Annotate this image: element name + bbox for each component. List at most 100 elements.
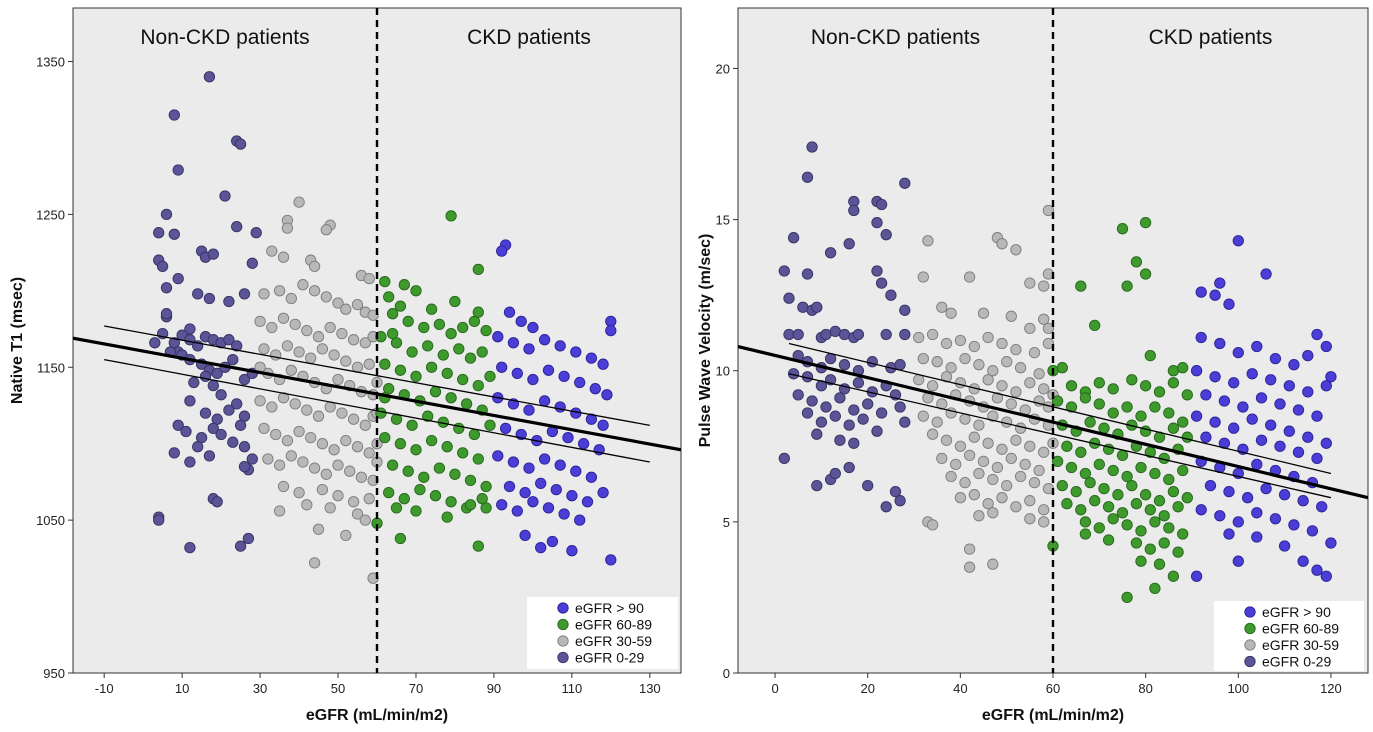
data-point — [441, 441, 453, 453]
data-point — [542, 364, 555, 376]
data-point — [917, 271, 929, 283]
data-point — [597, 419, 609, 431]
data-point — [1098, 482, 1110, 495]
data-point — [1195, 331, 1207, 344]
data-point — [1056, 362, 1068, 374]
legend-marker — [557, 618, 569, 631]
data-point — [1139, 268, 1152, 280]
data-point — [538, 395, 551, 407]
data-point — [1209, 289, 1221, 301]
data-point — [180, 425, 192, 438]
data-point — [305, 352, 317, 364]
data-point — [484, 419, 496, 431]
data-point — [316, 343, 329, 355]
data-point — [1167, 365, 1180, 377]
data-point — [917, 410, 929, 422]
ci-lower-line — [788, 373, 1332, 499]
data-point — [316, 438, 329, 450]
data-point — [293, 196, 305, 208]
data-point — [523, 462, 535, 474]
region-label-ckd: CKD patients — [467, 26, 591, 49]
data-point — [546, 535, 559, 548]
data-point — [1153, 495, 1166, 507]
data-point — [1232, 235, 1244, 247]
data-point — [238, 288, 251, 300]
data-point — [1311, 452, 1323, 465]
data-point — [472, 306, 484, 318]
data-point — [207, 422, 219, 435]
data-point — [968, 489, 980, 501]
data-point — [320, 224, 332, 236]
data-point — [1325, 537, 1337, 549]
data-point — [996, 337, 1008, 350]
data-point — [406, 419, 418, 431]
data-point — [1075, 504, 1087, 516]
data-point — [778, 452, 790, 465]
data-point — [1181, 389, 1193, 401]
data-point — [792, 389, 804, 401]
data-point — [1228, 377, 1240, 389]
data-point — [1089, 319, 1101, 332]
data-point — [429, 490, 442, 502]
data-point — [406, 346, 418, 358]
x-tick-label: 80 — [1138, 681, 1152, 696]
data-point — [410, 370, 422, 383]
data-point — [968, 340, 980, 353]
data-point — [1311, 328, 1323, 341]
data-point — [894, 359, 906, 371]
data-point — [554, 459, 566, 471]
data-point — [1024, 513, 1036, 525]
data-point — [940, 337, 953, 350]
data-point — [266, 245, 278, 257]
data-point — [1024, 277, 1036, 289]
data-point — [340, 434, 352, 447]
data-point — [1093, 398, 1105, 410]
data-point — [1204, 479, 1217, 492]
data-point — [433, 462, 446, 474]
data-point — [285, 364, 297, 376]
data-point — [838, 328, 851, 341]
data-point — [422, 340, 434, 352]
data-point — [1209, 371, 1221, 383]
ci-upper-line — [104, 325, 650, 426]
data-point — [464, 474, 477, 487]
data-point — [913, 331, 925, 344]
data-point — [936, 452, 948, 465]
data-point — [511, 367, 523, 380]
data-point — [585, 413, 598, 425]
data-point — [871, 216, 883, 229]
data-point — [834, 392, 846, 404]
data-point — [192, 441, 204, 453]
data-point — [293, 346, 305, 358]
data-point — [1139, 489, 1152, 501]
data-point — [931, 356, 943, 368]
data-point — [848, 204, 860, 217]
data-point — [1209, 416, 1221, 428]
data-point — [402, 465, 414, 477]
legend-label: eGFR 60-89 — [575, 617, 652, 633]
data-point — [917, 352, 929, 365]
data-point — [1051, 455, 1064, 468]
data-point — [954, 377, 967, 389]
data-point — [550, 483, 562, 496]
data-point — [875, 277, 888, 289]
data-point — [1223, 485, 1235, 498]
data-point — [1297, 495, 1309, 507]
data-point — [1038, 516, 1050, 528]
data-point — [1297, 555, 1309, 567]
data-point — [332, 297, 344, 309]
data-point — [1093, 377, 1105, 389]
data-point — [597, 486, 609, 499]
data-point — [811, 428, 823, 440]
data-point — [184, 456, 196, 468]
data-point — [398, 279, 410, 291]
data-point — [1001, 479, 1013, 492]
data-point — [926, 328, 939, 341]
data-point — [503, 306, 516, 318]
data-point — [507, 337, 520, 349]
data-point — [441, 367, 453, 380]
data-point — [499, 422, 512, 435]
data-point — [570, 346, 582, 358]
data-point — [1075, 280, 1087, 292]
data-point — [199, 370, 212, 383]
